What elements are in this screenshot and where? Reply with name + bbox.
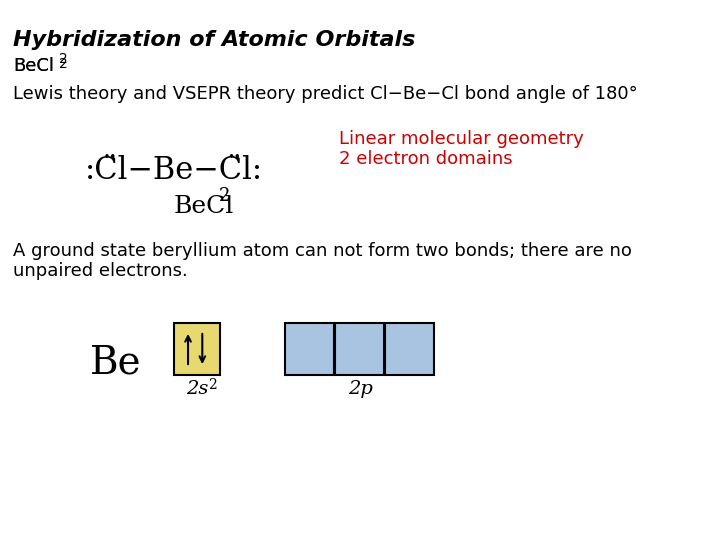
Text: A ground state beryllium atom can not form two bonds; there are no: A ground state beryllium atom can not fo… [14,242,632,260]
Text: 2: 2 [218,187,230,205]
Text: 2s: 2s [186,380,208,398]
FancyBboxPatch shape [285,323,334,375]
FancyBboxPatch shape [174,323,220,375]
Text: BeCl: BeCl [14,57,55,75]
Text: 2p: 2p [348,380,372,398]
Text: 2: 2 [207,378,217,392]
Text: 2 electron domains: 2 electron domains [338,150,512,168]
FancyBboxPatch shape [335,323,384,375]
FancyBboxPatch shape [385,323,434,375]
Text: :C̈l−Be−C̈l:: :C̈l−Be−C̈l: [85,155,263,186]
Text: 2: 2 [59,57,68,71]
Text: unpaired electrons.: unpaired electrons. [14,262,188,280]
Text: Hybridization of Atomic Orbitals: Hybridization of Atomic Orbitals [14,30,415,50]
Text: 2: 2 [59,52,68,66]
Text: Be: Be [90,345,142,382]
Text: Lewis theory and VSEPR theory predict Cl−Be−Cl bond angle of 180°: Lewis theory and VSEPR theory predict Cl… [14,85,638,103]
Text: BeCl: BeCl [14,57,55,75]
Text: Linear molecular geometry: Linear molecular geometry [338,130,583,148]
Text: BeCl: BeCl [174,195,234,218]
